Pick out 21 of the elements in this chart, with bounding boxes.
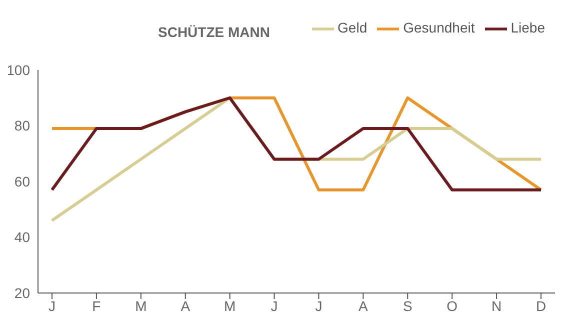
y-tick-label: 20 [14, 284, 30, 301]
x-tick-label: J [48, 298, 56, 314]
x-tick-label: J [315, 298, 322, 314]
x-tick-label: J [270, 298, 278, 314]
legend-label: Gesundheit [403, 20, 475, 36]
x-tick-label: O [446, 298, 458, 314]
chart-title: SCHÜTZE MANN [158, 24, 270, 40]
legend-label: Geld [338, 20, 368, 36]
x-tick-label: A [358, 298, 369, 314]
x-tick-label: M [224, 298, 236, 314]
x-tick-label: D [536, 298, 546, 314]
y-tick-label: 60 [14, 173, 30, 190]
y-tick-label: 80 [14, 118, 30, 134]
legend-label: Liebe [510, 20, 545, 36]
y-tick-label: 100 [6, 62, 30, 78]
x-tick-label: N [491, 298, 502, 314]
x-tick-label: A [180, 298, 191, 314]
x-tick-label: S [402, 298, 412, 314]
y-tick-label: 40 [14, 229, 30, 246]
x-tick-label: F [92, 298, 101, 314]
x-tick-label: M [135, 298, 147, 314]
